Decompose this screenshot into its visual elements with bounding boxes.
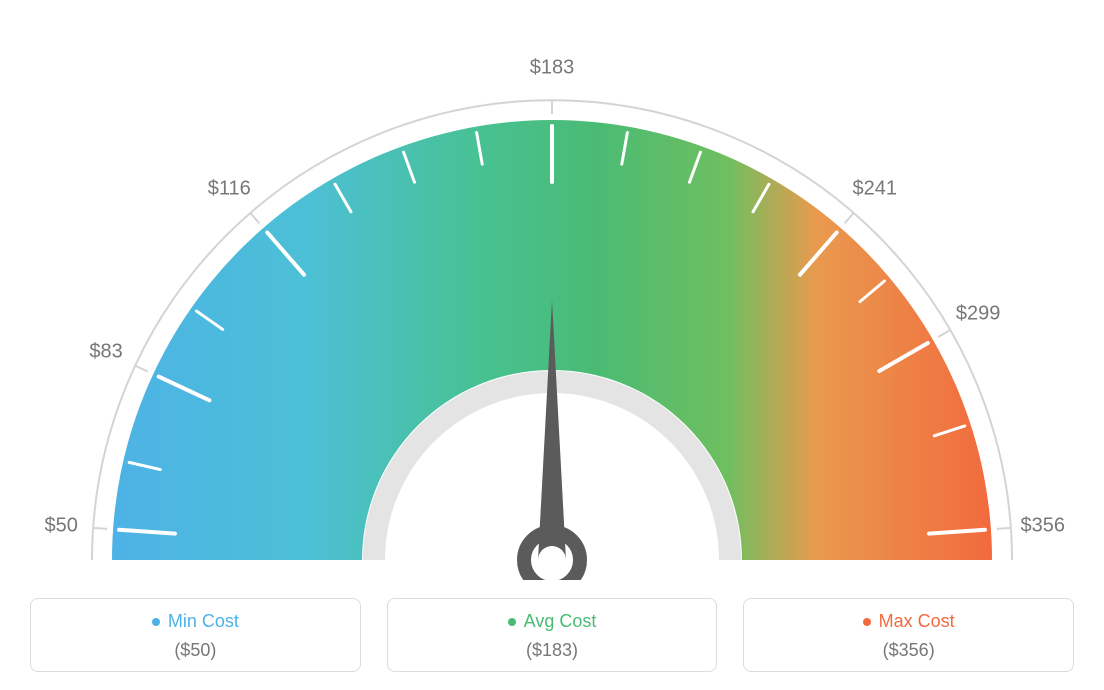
gauge-area: $50 $83 $116 $183 $241 $299 $356 bbox=[0, 0, 1104, 580]
legend-title-min: Min Cost bbox=[152, 611, 239, 632]
scale-label: $116 bbox=[208, 177, 251, 200]
dot-icon bbox=[508, 618, 516, 626]
legend-card-min: Min Cost ($50) bbox=[30, 598, 361, 672]
legend-value-avg: ($183) bbox=[398, 640, 707, 661]
scale-label: $50 bbox=[45, 514, 78, 537]
dot-icon bbox=[152, 618, 160, 626]
legend-value-max: ($356) bbox=[754, 640, 1063, 661]
legend-title-label: Min Cost bbox=[168, 611, 239, 632]
dot-icon bbox=[863, 618, 871, 626]
scale-label: $356 bbox=[1021, 514, 1066, 537]
legend-card-max: Max Cost ($356) bbox=[743, 598, 1074, 672]
scale-label: $299 bbox=[956, 303, 1001, 326]
legend-title-max: Max Cost bbox=[863, 611, 955, 632]
legend-value-min: ($50) bbox=[41, 640, 350, 661]
cost-gauge-widget: $50 $83 $116 $183 $241 $299 $356 Min Cost ($50… bbox=[0, 0, 1104, 690]
scale-label: $183 bbox=[530, 57, 575, 80]
legend-title-label: Avg Cost bbox=[524, 611, 597, 632]
scale-label: $83 bbox=[89, 341, 122, 364]
legend-card-avg: Avg Cost ($183) bbox=[387, 598, 718, 672]
gauge-svg bbox=[0, 0, 1104, 580]
legend-row: Min Cost ($50) Avg Cost ($183) Max Cost … bbox=[30, 598, 1074, 672]
legend-title-avg: Avg Cost bbox=[508, 611, 597, 632]
legend-title-label: Max Cost bbox=[879, 611, 955, 632]
scale-label: $241 bbox=[853, 177, 898, 200]
